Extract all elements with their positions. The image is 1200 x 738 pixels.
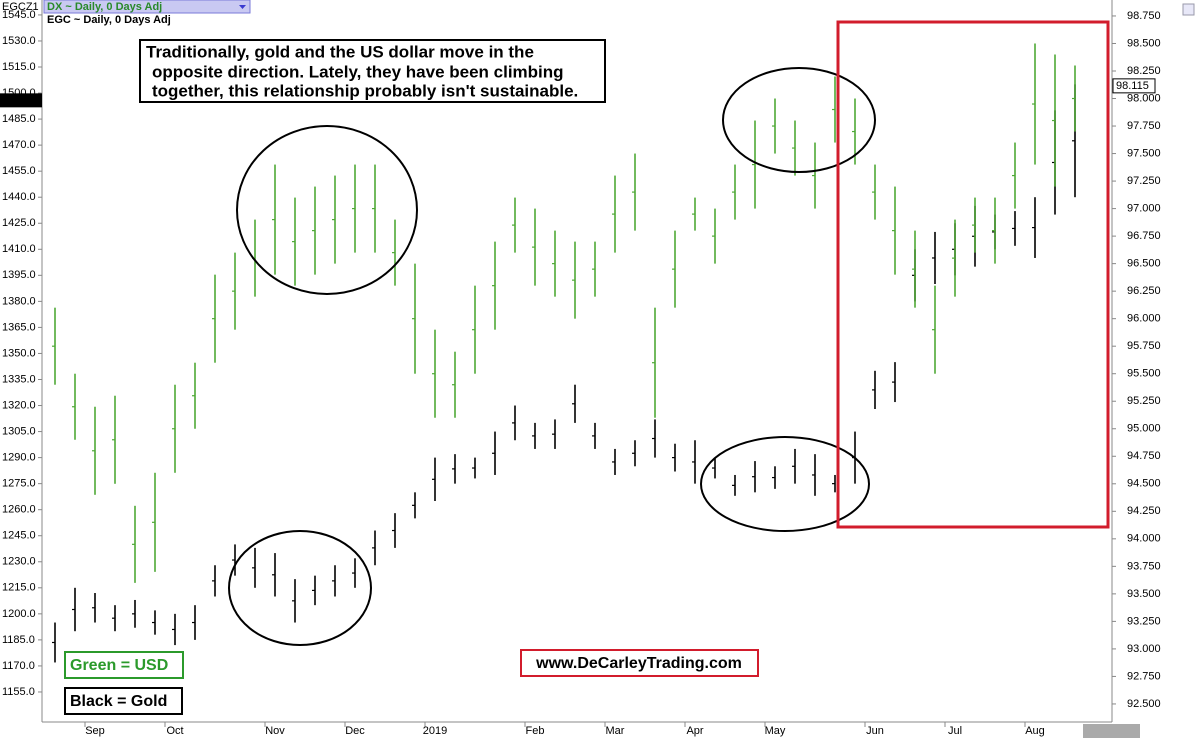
x-tick-label: Sep [85,725,105,737]
y2-tick-label: 98.750 [1127,10,1161,22]
symbol: EGCZ1 [2,1,39,13]
y-tick-label: 1290.0 [2,452,36,464]
legend-box [64,687,183,715]
y2-tick-label: 93.000 [1127,643,1161,655]
y-tick-label: 1215.0 [2,582,36,594]
y2-tick-label: 97.000 [1127,203,1161,215]
x-tick-label: Jun [866,725,884,737]
y-tick-label: 1245.0 [2,530,36,542]
x-tick-label: May [765,725,786,737]
dropdown-arrow[interactable] [239,5,246,9]
x-tick-label: Mar [606,725,625,737]
legend-entry: Green = USD [70,657,168,674]
last-value-box [1112,78,1156,94]
y-tick-label: 1320.0 [2,399,36,411]
y2-tick-label: 94.750 [1127,450,1161,462]
y2-tick-label: 92.750 [1127,670,1161,682]
watermark: www.DeCarleyTrading.com [535,655,742,672]
settings-icon[interactable] [1182,3,1195,16]
annotation-line: opposite direction. Lately, they have be… [152,62,564,81]
scrollbar [1083,724,1140,738]
y-tick-label: 1530.0 [2,35,36,47]
y2-tick-label: 98.500 [1127,37,1161,49]
highlight-box [836,20,1110,529]
circle [228,530,372,646]
y-tick-label: 1365.0 [2,321,36,333]
y-tick-label: 1305.0 [2,425,36,437]
annotation-line: together, this relationship probably isn… [152,81,578,100]
y-tick-label: 1425.0 [2,217,36,229]
x-tick-label: 2019 [423,725,447,737]
series-dropdown[interactable] [43,0,251,14]
dropdown-label[interactable]: DX ~ Daily, 0 Days Adj [47,1,162,13]
y2-tick-label: 97.500 [1127,147,1161,159]
y-tick-label: 1470.0 [2,139,36,151]
y-tick-label: 1155.0 [2,686,35,698]
y-tick-label: 1380.0 [2,295,36,307]
circle [700,436,870,532]
y-tick-label: 1410.0 [2,243,36,255]
y2-tick-label: 97.250 [1127,175,1161,187]
x-tick-label: Oct [166,725,183,737]
y2-tick-label: 97.750 [1127,120,1161,132]
legend-entry: Black = Gold [70,693,167,710]
last-value-box [0,93,42,108]
y2-tick-label: 95.750 [1127,340,1161,352]
y2-tick-label: 93.500 [1127,588,1161,600]
x-tick-label: Apr [686,725,703,737]
y2-tick-label: 92.500 [1127,698,1161,710]
y-tick-label: 1185.0 [2,634,35,646]
y-tick-label: 1350.0 [2,347,36,359]
x-tick-label: Feb [526,725,545,737]
annotation-line: Traditionally, gold and the US dollar mo… [146,42,534,61]
y2-tick-label: 95.000 [1127,423,1161,435]
plot [52,43,1076,663]
y-tick-label: 1335.0 [2,373,36,385]
y2-tick-label: 94.500 [1127,478,1161,490]
circle [722,67,876,173]
y2-tick-label: 96.750 [1127,230,1161,242]
x-tick-label: Aug [1025,725,1045,737]
x-tick-label: Nov [265,725,285,737]
y-tick-label: 1455.0 [2,165,36,177]
circle [236,125,418,295]
legend-box [64,651,184,679]
y-tick-label: 1515.0 [2,61,36,73]
x-tick-label: Jul [948,725,962,737]
y2-tick-label: 93.750 [1127,560,1161,572]
study-label: EGC ~ Daily, 0 Days Adj [47,14,171,26]
y2-tick-label: 96.000 [1127,313,1161,325]
last-value-label: 98.115 [1116,80,1149,92]
annotation-box [139,39,606,103]
y2-tick-label: 94.250 [1127,505,1161,517]
watermark-box [520,649,759,677]
y-tick-label: 1545.0 [2,9,36,21]
y2-tick-label: 96.500 [1127,258,1161,270]
y-tick-label: 1485.0 [2,113,36,125]
last-value-label: 1495.8 [2,94,36,106]
y-tick-label: 1275.0 [2,478,36,490]
y2-tick-label: 98.250 [1127,65,1161,77]
x-tick-label: Dec [345,725,365,737]
y-tick-label: 1260.0 [2,504,36,516]
y-tick-label: 1395.0 [2,269,36,281]
y2-tick-label: 95.500 [1127,368,1161,380]
y2-tick-label: 98.000 [1127,92,1161,104]
y2-tick-label: 93.250 [1127,615,1161,627]
y-tick-label: 1440.0 [2,191,36,203]
y-tick-label: 1230.0 [2,556,36,568]
y2-tick-label: 95.250 [1127,395,1161,407]
y-tick-label: 1200.0 [2,608,36,620]
y2-tick-label: 94.000 [1127,533,1161,545]
y-tick-label: 1170.0 [2,660,35,672]
y2-tick-label: 96.250 [1127,285,1161,297]
